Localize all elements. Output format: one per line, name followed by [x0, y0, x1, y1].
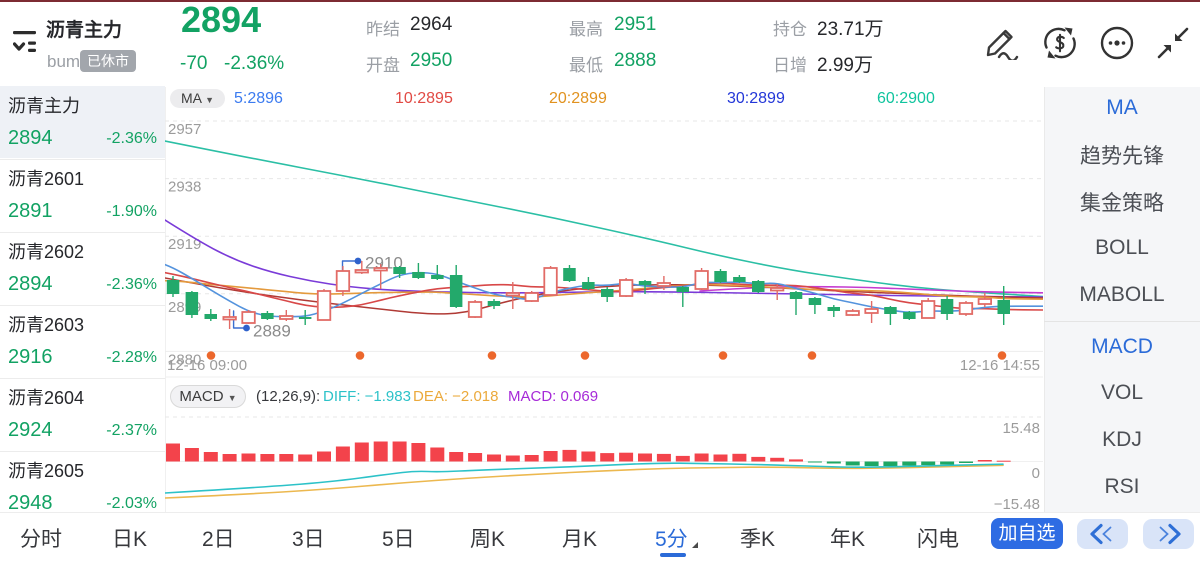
- svg-text:2938: 2938: [168, 179, 201, 196]
- svg-text:2880: 2880: [168, 351, 201, 368]
- svg-text:0: 0: [1032, 465, 1040, 482]
- svg-text:15.48: 15.48: [1002, 420, 1040, 437]
- svg-text:12-16 09:00: 12-16 09:00: [167, 357, 247, 374]
- svg-text:2889: 2889: [253, 322, 291, 341]
- svg-text:2919: 2919: [168, 236, 201, 253]
- svg-text:−15.48: −15.48: [994, 496, 1040, 512]
- svg-text:12-16 14:55: 12-16 14:55: [960, 357, 1040, 374]
- svg-text:2957: 2957: [168, 121, 201, 138]
